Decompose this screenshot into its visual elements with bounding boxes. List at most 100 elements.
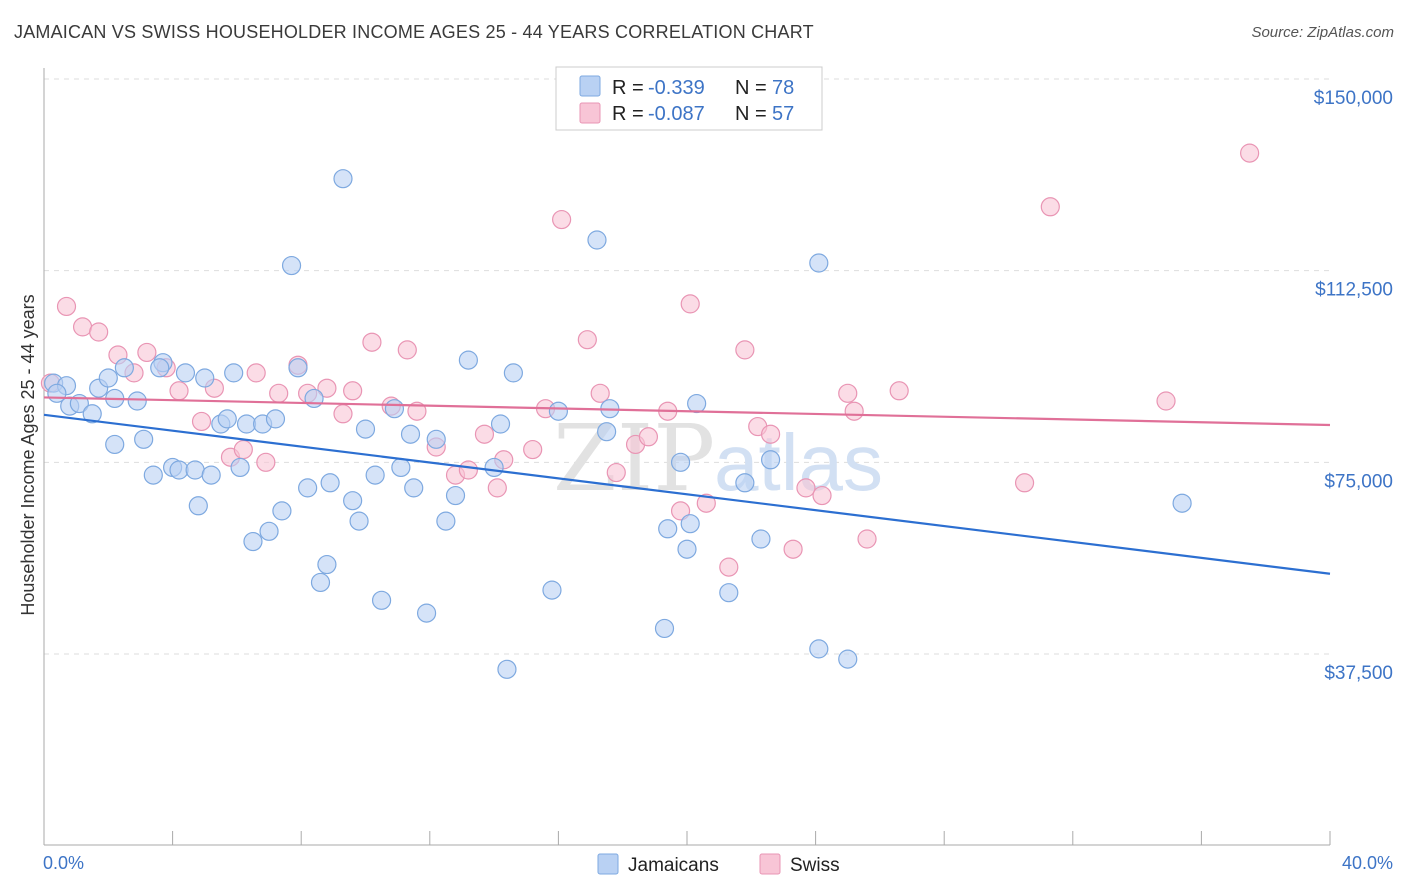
legend-r-value-jamaicans: -0.339 [648,77,705,99]
jamaicans-point [484,457,504,478]
jamaicans-point [236,414,257,434]
jamaicans-point [127,391,147,411]
jamaicans-point [404,478,424,498]
jamaicans-point [310,572,331,593]
jamaicans-point [272,501,292,521]
swiss-point [407,401,427,421]
jamaicans-point [416,603,437,623]
swiss-point [838,383,858,403]
legend-n-label-swiss: N = [735,103,767,125]
jamaicans-point [333,169,353,189]
jamaicans-point [230,457,250,478]
jamaicans-point [188,496,208,516]
swiss-point [760,424,781,444]
x-tick-label-min: 0.0% [43,853,84,873]
jamaicans-point [169,460,189,480]
jamaicans-point [355,419,376,439]
watermark: ZIP atlas [553,405,883,512]
legend-swatch-jamaicans [579,75,601,97]
swiss-point [474,424,495,444]
swiss-point [719,557,739,577]
jamaicans-point [47,383,67,403]
swiss-point [333,404,353,424]
x-ticks [43,831,1331,845]
jamaicans-point [259,521,279,541]
swiss-point [89,322,109,342]
legend-n-value-jamaicans: 78 [772,77,794,99]
jamaicans-point [458,350,478,370]
legend-bottom-swatch-swiss [759,853,781,875]
jamaicans-point [719,583,739,603]
jamaicans-point [1172,493,1192,513]
jamaicans-point [150,358,170,378]
jamaicans-points [44,169,1192,679]
jamaicans-point [349,511,369,531]
legend-bottom: Jamaicans Swiss [597,853,840,876]
swiss-point [458,460,478,480]
jamaicans-point [597,422,617,442]
jamaicans-point [497,659,517,679]
jamaicans-point [288,358,308,378]
jamaicans-point [134,429,154,449]
swiss-point [169,381,189,401]
swiss-point [680,294,700,314]
jamaicans-point [143,465,163,485]
swiss-point [844,401,864,421]
jamaicans-point [548,401,569,421]
swiss-point [523,439,543,460]
jamaicans-point [281,255,302,276]
swiss-point [317,378,337,398]
jamaicans-point [98,368,118,388]
swiss-point [638,427,659,447]
source-label: Source: ZipAtlas.com [1251,24,1394,41]
swiss-point [191,411,212,432]
swiss-point [577,330,597,350]
jamaicans-point [185,460,205,480]
swiss-point [796,478,816,498]
jamaicans-point [217,409,237,429]
jamaicans-point [670,452,691,472]
watermark-zip: ZIP [553,405,715,512]
jamaicans-point [760,450,781,470]
jamaicans-point [503,363,523,383]
swiss-point [590,383,610,403]
swiss-point [72,317,93,337]
jamaicans-point [687,393,707,414]
y-axis-label: Householder Income Ages 25 - 44 years [18,294,38,615]
jamaicans-point [201,465,221,485]
legend-bottom-label-jamaicans: Jamaicans [628,855,719,876]
jamaicans-point [426,429,446,449]
swiss-point [1014,473,1035,493]
jamaicans-point [838,649,858,669]
legend-n-value-swiss: 57 [772,103,794,125]
jamaicans-point [436,511,456,531]
legend-r-value-swiss: -0.087 [648,103,705,125]
legend-r-label-swiss: R = [612,103,644,125]
jamaicans-point [265,409,286,429]
swiss-point [56,296,77,317]
swiss-point [889,381,909,401]
jamaicans-point [490,414,511,434]
jamaicans-point [677,539,697,559]
jamaicans-point [654,618,675,639]
jamaicans-point [371,590,392,610]
jamaicans-point [680,514,700,534]
legend-n-label-jamaicans: N = [735,77,767,99]
y-tick-label: $112,500 [1315,280,1393,301]
swiss-point [1040,197,1060,217]
swiss-point [487,478,507,498]
y-tick-label: $37,500 [1324,663,1393,684]
jamaicans-point [445,485,466,506]
y-tick-label: $75,000 [1324,471,1393,492]
swiss-point [246,363,266,383]
swiss-point [1156,391,1176,411]
jamaicans-point [243,531,263,552]
jamaicans-point [587,230,607,250]
jamaicans-point [365,465,385,485]
y-tick-labels: $37,500 $75,000 $112,500 $150,000 [1314,88,1393,684]
swiss-point [606,462,626,483]
jamaicans-point [195,368,215,388]
legend-bottom-swatch-jamaicans [597,853,619,875]
jamaicans-point [809,253,829,273]
jamaicans-point [304,388,324,409]
